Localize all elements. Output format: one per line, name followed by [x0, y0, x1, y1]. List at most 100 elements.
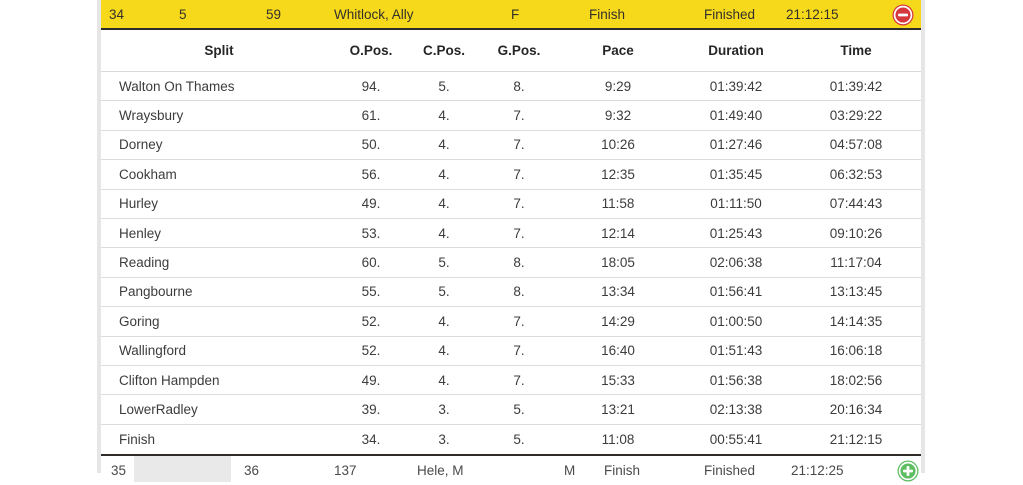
split-duration: 01:35:45 [709, 166, 763, 182]
split-duration: 01:51:43 [709, 343, 763, 359]
athlete-position: 34 [109, 7, 125, 22]
next-athlete-finish-time: 21:12:25 [791, 463, 844, 479]
split-row: Pangbourne 55. 5. 8. 13:34 01:56:41 13:1… [101, 278, 921, 308]
split-name: Pangbourne [119, 284, 193, 300]
split-cpos: 4. [438, 343, 450, 359]
col-header-duration: Duration [708, 43, 764, 58]
split-row: Walton On Thames 94. 5. 8. 9:29 01:39:42… [101, 72, 921, 102]
split-opos: 34. [361, 431, 381, 447]
split-cpos: 3. [438, 401, 450, 417]
athlete-race-number: 5 [179, 7, 187, 22]
split-cpos: 4. [438, 196, 450, 212]
splits-table-body: Walton On Thames 94. 5. 8. 9:29 01:39:42… [101, 72, 921, 457]
split-duration: 01:39:42 [709, 78, 763, 94]
athlete-bib-number: 59 [266, 7, 282, 22]
col-header-opos: O.Pos. [349, 43, 393, 58]
split-row: Hurley 49. 4. 7. 11:58 01:11:50 07:44:43 [101, 190, 921, 219]
next-athlete-row[interactable]: 35 36 137 Hele, M M Finish Finished 21:1… [101, 456, 921, 485]
results-panel: 34 5 59 Whitlock, Ally F Finish Finished… [97, 0, 925, 485]
split-duration: 01:49:40 [709, 108, 763, 124]
split-gpos: 7. [513, 196, 525, 212]
split-gpos: 7. [513, 166, 525, 182]
split-time: 04:57:08 [829, 137, 883, 153]
split-cpos: 4. [438, 225, 450, 241]
split-opos: 52. [361, 313, 381, 329]
split-gpos: 5. [513, 401, 525, 417]
split-gpos: 8. [513, 255, 525, 271]
split-duration: 01:11:50 [710, 196, 762, 212]
split-pace: 13:21 [601, 401, 635, 417]
split-opos: 60. [361, 255, 381, 271]
split-pace: 11:08 [601, 431, 635, 447]
split-name: Henley [119, 225, 162, 241]
split-pace: 9:29 [604, 78, 632, 94]
split-row: Wraysbury 61. 4. 7. 9:32 01:49:40 03:29:… [101, 101, 921, 131]
athlete-gender: F [511, 7, 520, 22]
next-athlete-race-number: 36 [244, 463, 260, 479]
split-cpos: 4. [438, 166, 450, 182]
split-time: 13:13:45 [829, 284, 883, 300]
split-pace: 12:35 [601, 166, 635, 182]
next-athlete-gender: M [564, 463, 576, 479]
split-name: Cookham [119, 166, 177, 182]
split-cpos: 4. [438, 137, 450, 153]
split-duration: 01:00:50 [709, 313, 763, 329]
next-athlete-position: 35 [111, 463, 127, 479]
split-gpos: 7. [513, 372, 525, 388]
split-name: Reading [119, 255, 170, 271]
split-name: Hurley [119, 196, 159, 212]
split-pace: 10:26 [601, 137, 635, 153]
split-cpos: 5. [438, 78, 450, 94]
split-time: 01:39:42 [829, 78, 883, 94]
split-name: LowerRadley [119, 401, 198, 417]
col-header-split: Split [204, 43, 234, 58]
athlete-name: Whitlock, Ally [334, 7, 414, 22]
split-opos: 55. [361, 284, 381, 300]
split-opos: 53. [361, 225, 381, 241]
split-gpos: 7. [513, 343, 525, 359]
split-row: Wallingford 52. 4. 7. 16:40 01:51:43 16:… [101, 337, 921, 366]
col-header-gpos: G.Pos. [497, 43, 541, 58]
athlete-summary-row[interactable]: 34 5 59 Whitlock, Ally F Finish Finished… [101, 0, 921, 30]
split-time: 03:29:22 [829, 108, 883, 124]
split-gpos: 7. [513, 108, 525, 124]
split-time: 21:12:15 [829, 431, 883, 447]
split-time: 14:14:35 [829, 313, 883, 329]
split-cpos: 4. [438, 313, 450, 329]
split-pace: 11:58 [601, 196, 635, 212]
split-row: Cookham 56. 4. 7. 12:35 01:35:45 06:32:5… [101, 160, 921, 190]
split-duration: 00:55:41 [709, 431, 763, 447]
split-row: LowerRadley 39. 3. 5. 13:21 02:13:38 20:… [101, 395, 921, 425]
split-time: 09:10:26 [829, 225, 883, 241]
split-row: Finish 34. 3. 5. 11:08 00:55:41 21:12:15 [101, 425, 921, 454]
split-time: 06:32:53 [829, 166, 883, 182]
plus-circle-icon[interactable] [897, 460, 919, 482]
split-duration: 02:13:38 [709, 401, 763, 417]
splits-table-header: Split O.Pos. C.Pos. G.Pos. Pace Duration… [101, 30, 921, 72]
split-time: 11:17:04 [830, 255, 882, 271]
split-row: Reading 60. 5. 8. 18:05 02:06:38 11:17:0… [101, 248, 921, 278]
split-row: Henley 53. 4. 7. 12:14 01:25:43 09:10:26 [101, 219, 921, 249]
split-duration: 01:27:46 [709, 137, 763, 153]
split-time: 20:16:34 [829, 401, 883, 417]
split-name: Wraysbury [119, 108, 184, 124]
split-duration: 01:56:38 [709, 372, 763, 388]
split-row: Dorney 50. 4. 7. 10:26 01:27:46 04:57:08 [101, 131, 921, 161]
split-pace: 12:14 [601, 225, 635, 241]
athlete-last-split: Finish [589, 7, 626, 22]
minus-circle-icon[interactable] [892, 4, 914, 26]
col-header-cpos: C.Pos. [422, 43, 465, 58]
split-name: Clifton Hampden [119, 372, 220, 388]
split-gpos: 7. [513, 313, 525, 329]
split-cpos: 5. [438, 284, 450, 300]
split-gpos: 7. [513, 225, 525, 241]
split-cpos: 3. [438, 431, 450, 447]
split-name: Walton On Thames [119, 78, 235, 94]
split-pace: 14:29 [601, 313, 635, 329]
split-opos: 50. [361, 137, 381, 153]
split-pace: 16:40 [601, 343, 635, 359]
split-name: Finish [119, 431, 156, 447]
split-gpos: 8. [513, 284, 525, 300]
split-opos: 39. [361, 401, 381, 417]
split-time: 16:06:18 [829, 343, 883, 359]
